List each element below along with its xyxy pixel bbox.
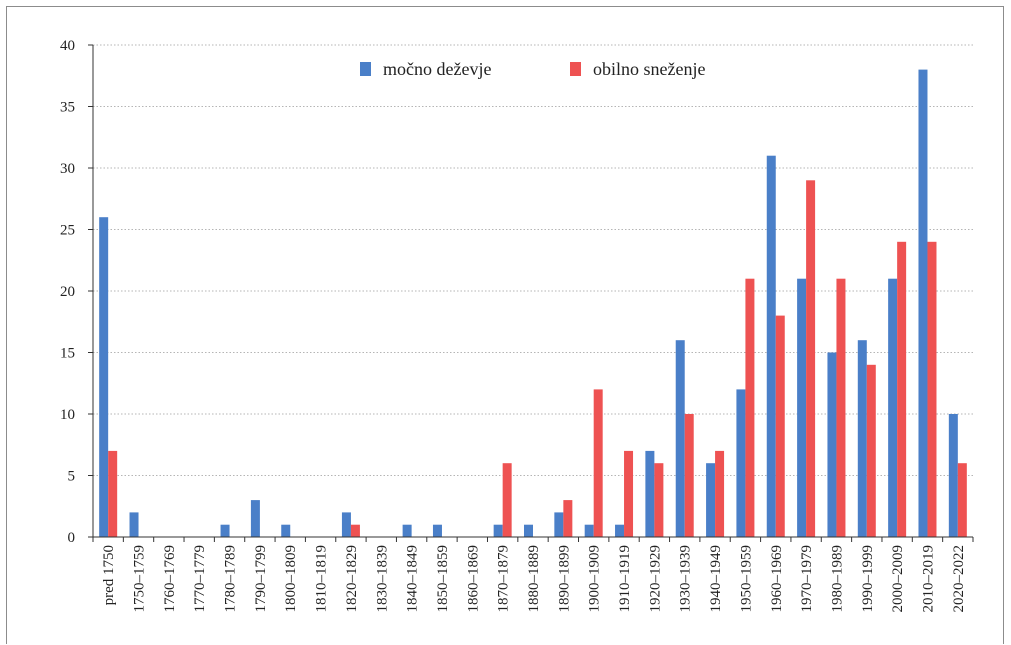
- x-tick-label: 1840–1849: [405, 545, 421, 613]
- bar-rain: [736, 389, 746, 537]
- x-tick-label: 1810–1819: [314, 545, 330, 613]
- bar-snow: [684, 414, 694, 537]
- legend-label: obilno sneženje: [593, 59, 705, 79]
- bar-snow: [957, 463, 967, 537]
- y-tick-label: 35: [60, 100, 75, 116]
- x-tick-label: 1920–1929: [647, 545, 663, 613]
- chart-frame: 0 5 10 15 20 25 30 35 40 pred 1750 1750–1759 1760–…: [6, 6, 1004, 644]
- bar-rain: [888, 278, 898, 537]
- bar-rain: [857, 340, 867, 537]
- x-tick-label: 1970–1979: [799, 545, 815, 613]
- legend: močno deževje obilno sneženje: [360, 59, 705, 79]
- x-tick-label: 1750–1759: [132, 545, 148, 613]
- bar-rain: [524, 524, 533, 537]
- y-tick-label: 25: [60, 223, 75, 239]
- x-tick-label: 1800–1809: [283, 545, 299, 613]
- axes: [88, 44, 974, 542]
- bar-chart: 0 5 10 15 20 25 30 35 40 pred 1750 1750–1759 1760–…: [60, 38, 974, 613]
- x-tick-label: 1880–1889: [526, 545, 542, 613]
- x-tick-label: 1950–1959: [738, 545, 754, 613]
- bar-snow: [593, 389, 603, 537]
- bar-rain: [615, 524, 625, 537]
- y-tick-label: 10: [60, 407, 75, 423]
- bar-snow: [715, 450, 725, 537]
- y-tick-label: 30: [60, 161, 75, 177]
- x-tick-label: 1940–1949: [708, 545, 724, 613]
- bar-rain: [948, 414, 958, 537]
- x-tick-label: 2000–2009: [890, 545, 906, 613]
- bar-rain: [827, 352, 837, 537]
- bar-snow: [806, 180, 816, 538]
- bar-snow: [897, 241, 907, 538]
- x-tick-label: 1910–1919: [617, 545, 633, 613]
- x-tick-label: 1790–1799: [253, 545, 269, 613]
- bar-snow: [502, 463, 512, 537]
- x-tick-label: 2010–2019: [920, 545, 936, 613]
- bar-rain: [766, 155, 776, 537]
- x-tick-label: 1820–1829: [344, 545, 360, 613]
- bar-rain: [129, 512, 139, 537]
- y-tick-label: 15: [60, 346, 75, 362]
- x-tick-label: 1870–1879: [496, 545, 512, 613]
- bar-rain: [220, 524, 230, 537]
- bar-rain: [706, 463, 716, 537]
- y-tick-label: 5: [68, 469, 76, 485]
- bar-snow: [745, 278, 755, 537]
- x-tick-label: 1960–1969: [769, 545, 785, 613]
- x-tick-label: 1900–1909: [587, 545, 603, 613]
- bar-snow: [563, 500, 573, 537]
- y-tick-label: 0: [68, 530, 76, 546]
- legend-label: močno deževje: [383, 59, 491, 79]
- bar-snow: [927, 241, 937, 538]
- bar-rain: [281, 524, 291, 537]
- bar-rain: [584, 524, 594, 537]
- x-tick-label: 1890–1899: [556, 545, 572, 613]
- bars: [99, 69, 967, 538]
- bar-rain: [645, 450, 655, 537]
- bar-snow: [836, 278, 846, 537]
- y-tick-label: 20: [60, 284, 75, 300]
- bar-rain: [675, 340, 685, 537]
- x-tick-label: 1780–1789: [223, 545, 239, 613]
- y-tick-label: 40: [60, 38, 75, 54]
- x-tick-label: 1860–1869: [465, 545, 481, 613]
- bar-rain: [99, 217, 109, 537]
- x-tick-labels: pred 1750 1750–1759 1760–1769 1770–1779 1780…: [101, 545, 967, 613]
- y-tick-labels: 0 5 10 15 20 25 30 35 40: [60, 38, 75, 546]
- bar-rain: [402, 524, 412, 537]
- x-tick-label: pred 1750: [101, 545, 117, 605]
- bar-snow: [654, 463, 664, 537]
- bar-rain: [554, 512, 564, 537]
- bar-snow: [624, 450, 634, 537]
- x-tick-label: 1830–1839: [374, 545, 390, 613]
- x-tick-label: 1850–1859: [435, 545, 451, 613]
- bar-rain: [250, 500, 260, 537]
- bar-snow: [775, 315, 785, 537]
- x-tick-label: 1990–1999: [860, 545, 876, 613]
- bar-rain: [918, 69, 928, 537]
- x-tick-label: 1980–1989: [829, 545, 845, 613]
- bar-snow: [866, 364, 876, 537]
- bar-rain: [493, 524, 503, 537]
- x-tick-label: 1760–1769: [162, 545, 178, 613]
- bar-snow: [350, 524, 360, 537]
- bar-snow: [108, 450, 118, 537]
- x-tick-label: 1930–1939: [678, 545, 694, 613]
- legend-swatch: [570, 62, 581, 76]
- x-tick-label: 2020–2022: [951, 545, 967, 613]
- bar-rain: [341, 512, 351, 537]
- bar-rain: [797, 278, 807, 537]
- legend-swatch: [360, 62, 371, 76]
- x-tick-label: 1770–1779: [192, 545, 208, 613]
- bar-rain: [432, 524, 442, 537]
